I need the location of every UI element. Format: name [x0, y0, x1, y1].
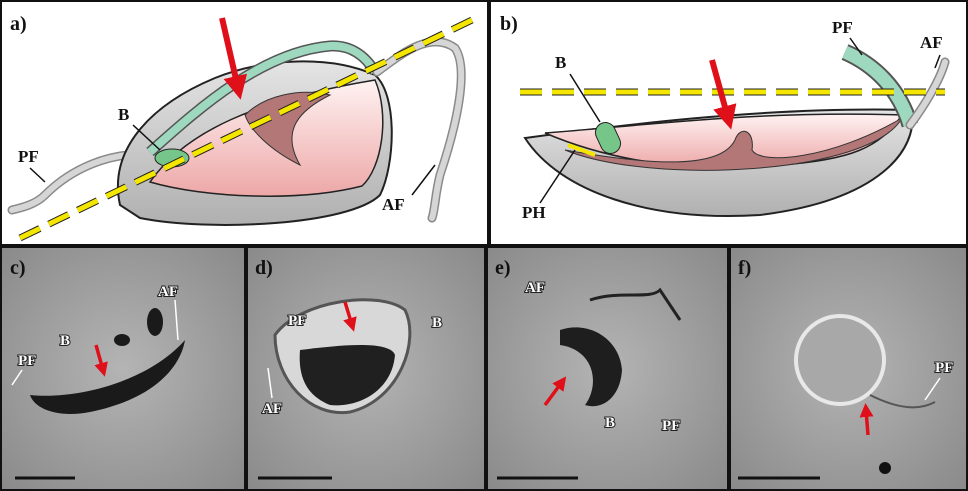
- panel-label: d): [255, 257, 273, 279]
- panel-a: a) B PF AF: [1, 1, 488, 245]
- annotation: PH: [522, 203, 546, 222]
- panel-e: e) AF B PF: [487, 247, 728, 490]
- annotation: PF: [935, 360, 953, 376]
- annotation: B: [555, 53, 566, 72]
- cell: [796, 316, 884, 404]
- annotation: AF: [525, 280, 545, 296]
- panel-label: b): [500, 13, 518, 35]
- panel-c: c) AF B PF: [1, 247, 245, 490]
- panel-label: f): [738, 257, 751, 279]
- panel-d: d) PF B AF: [247, 247, 485, 490]
- panel-label: a): [10, 13, 27, 35]
- annotation: B: [60, 333, 70, 349]
- panel-label: e): [495, 257, 511, 279]
- annotation: B: [118, 105, 129, 124]
- annotation: AF: [382, 195, 405, 214]
- arrow: [866, 410, 868, 435]
- annotation: PF: [832, 18, 853, 37]
- figure: a) B PF AF b) B PF AF PH c) AF B PF d) P…: [0, 0, 968, 491]
- annotation: B: [605, 415, 615, 431]
- annotation: PF: [18, 353, 36, 369]
- annotation: AF: [920, 33, 943, 52]
- panel-label: c): [10, 257, 26, 279]
- annotation: PF: [662, 418, 680, 434]
- annotation: PF: [18, 147, 39, 166]
- annotation: AF: [158, 284, 178, 300]
- annotation: AF: [262, 401, 282, 417]
- panel-b: b) B PF AF PH: [490, 1, 967, 245]
- panel-frame: [1, 247, 245, 490]
- panel-f: f) PF: [730, 247, 967, 490]
- annotation: B: [432, 315, 442, 331]
- annotation: PF: [288, 313, 306, 329]
